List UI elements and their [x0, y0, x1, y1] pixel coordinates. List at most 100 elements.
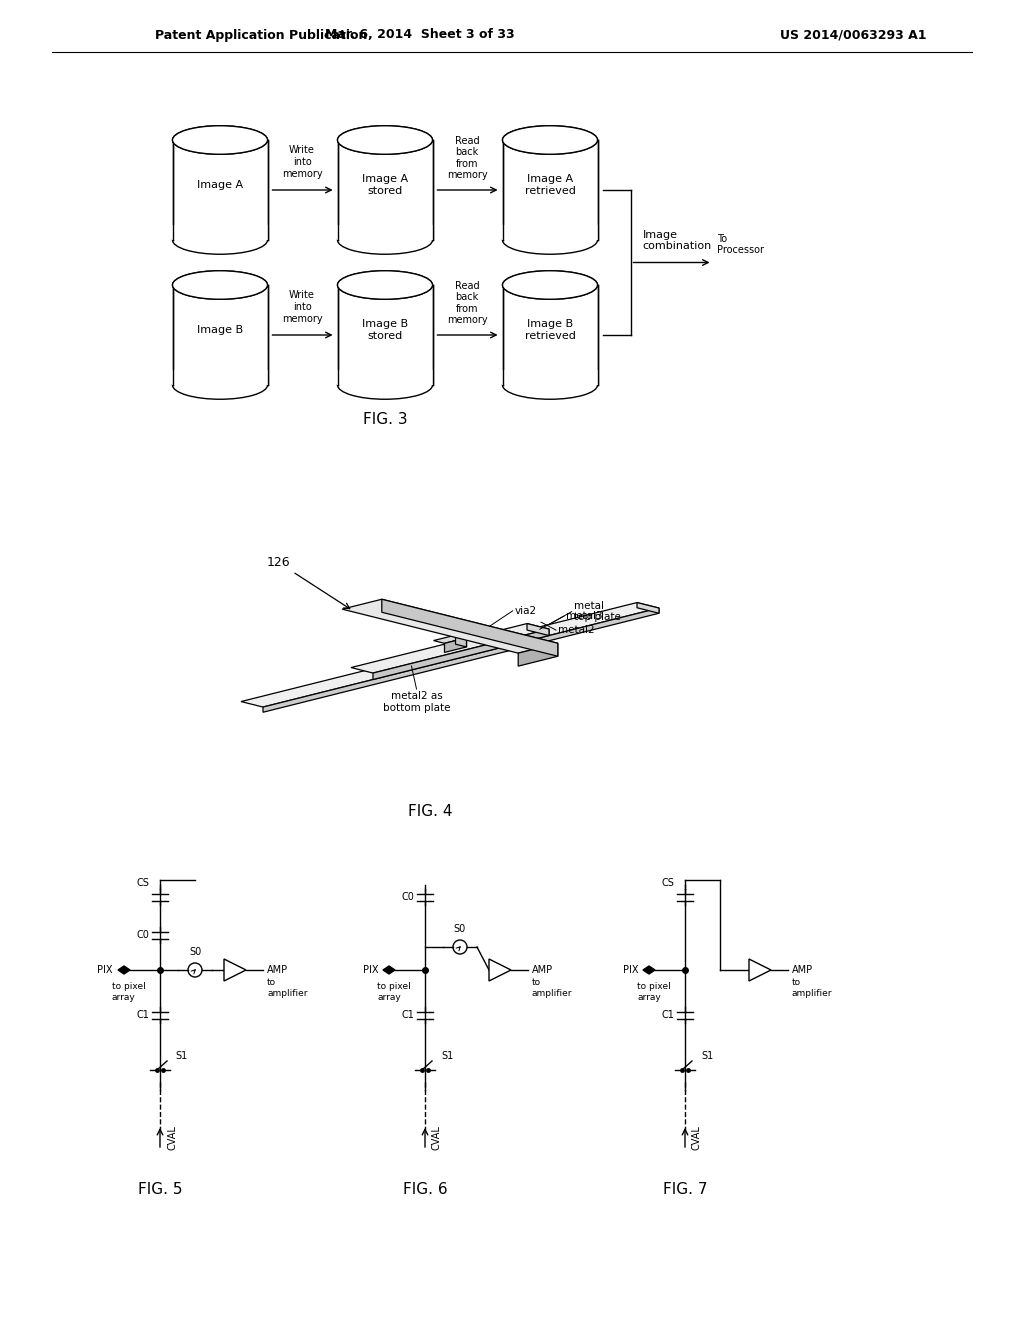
Text: S1: S1	[176, 1051, 188, 1061]
Bar	[503, 140, 597, 240]
Text: metal2 as
bottom plate: metal2 as bottom plate	[383, 692, 451, 713]
Circle shape	[188, 964, 202, 977]
Polygon shape	[263, 609, 659, 713]
Text: Read
back
from
memory: Read back from memory	[446, 281, 487, 326]
Polygon shape	[351, 623, 549, 673]
Polygon shape	[373, 630, 549, 680]
Text: to pixel
array: to pixel array	[377, 982, 411, 1002]
Text: Read
back
from
memory: Read back from memory	[446, 136, 487, 181]
Polygon shape	[749, 960, 771, 981]
Ellipse shape	[172, 271, 267, 300]
Polygon shape	[456, 635, 467, 647]
Text: to
amplifier: to amplifier	[532, 978, 572, 998]
Text: to pixel
array: to pixel array	[637, 982, 671, 1002]
Circle shape	[453, 940, 467, 954]
Polygon shape	[382, 599, 558, 656]
Bar	[338, 140, 432, 240]
Ellipse shape	[503, 271, 597, 300]
Text: FIG. 6: FIG. 6	[402, 1183, 447, 1197]
Polygon shape	[241, 602, 659, 708]
Text: FIG. 4: FIG. 4	[408, 804, 453, 820]
Text: metal
top plate: metal top plate	[573, 601, 621, 623]
Polygon shape	[224, 960, 246, 981]
Bar	[502, 224, 598, 240]
Text: PIX: PIX	[623, 965, 638, 975]
Text: C1: C1	[401, 1010, 415, 1020]
Text: to
amplifier: to amplifier	[267, 978, 307, 998]
Text: Image A
retrieved: Image A retrieved	[524, 174, 575, 195]
Text: 126: 126	[266, 556, 349, 609]
Text: To
Processor: To Processor	[718, 234, 765, 255]
Text: S0: S0	[454, 924, 466, 935]
Text: PIX: PIX	[97, 965, 113, 975]
Polygon shape	[342, 599, 558, 653]
Text: metal2: metal2	[558, 626, 595, 635]
Text: CVAL: CVAL	[432, 1126, 442, 1151]
Ellipse shape	[172, 226, 267, 255]
Text: US 2014/0063293 A1: US 2014/0063293 A1	[780, 29, 927, 41]
Polygon shape	[118, 966, 130, 974]
Text: Image A: Image A	[197, 180, 243, 190]
Bar	[171, 370, 268, 385]
Text: AMP: AMP	[532, 965, 553, 975]
Text: Write
into
memory: Write into memory	[282, 290, 323, 323]
Ellipse shape	[338, 371, 432, 399]
Text: C1: C1	[136, 1010, 150, 1020]
Text: CS: CS	[662, 878, 675, 888]
Text: S0: S0	[188, 946, 201, 957]
Text: S1: S1	[700, 1051, 713, 1061]
Bar	[502, 370, 598, 385]
Bar	[172, 285, 267, 385]
Ellipse shape	[172, 125, 267, 154]
Text: PIX: PIX	[362, 965, 378, 975]
Text: Image B
retrieved: Image B retrieved	[524, 319, 575, 341]
Text: metal3: metal3	[566, 611, 602, 622]
Text: CVAL: CVAL	[692, 1126, 702, 1151]
Ellipse shape	[503, 226, 597, 255]
Text: to
amplifier: to amplifier	[792, 978, 833, 998]
Polygon shape	[637, 602, 659, 614]
Text: AMP: AMP	[792, 965, 813, 975]
Bar	[172, 140, 267, 240]
Ellipse shape	[338, 271, 432, 300]
Ellipse shape	[172, 271, 267, 300]
Text: Mar. 6, 2014  Sheet 3 of 33: Mar. 6, 2014 Sheet 3 of 33	[326, 29, 515, 41]
Ellipse shape	[172, 371, 267, 399]
Text: Image B: Image B	[197, 325, 243, 335]
Text: Write
into
memory: Write into memory	[282, 145, 323, 178]
Text: FIG. 3: FIG. 3	[362, 412, 408, 428]
Text: S1: S1	[441, 1051, 454, 1061]
Text: Image
combination: Image combination	[642, 230, 712, 251]
Text: C1: C1	[662, 1010, 675, 1020]
Bar	[503, 285, 597, 385]
Text: Patent Application Publication: Patent Application Publication	[155, 29, 368, 41]
Ellipse shape	[338, 125, 432, 154]
Ellipse shape	[503, 271, 597, 300]
Ellipse shape	[503, 371, 597, 399]
Bar	[171, 224, 268, 240]
Text: CS: CS	[136, 878, 150, 888]
Ellipse shape	[172, 125, 267, 154]
Text: Image A
stored: Image A stored	[361, 174, 408, 195]
Polygon shape	[643, 966, 655, 974]
Polygon shape	[527, 623, 549, 635]
Text: FIG. 7: FIG. 7	[663, 1183, 708, 1197]
Text: FIG. 5: FIG. 5	[138, 1183, 182, 1197]
Ellipse shape	[503, 125, 597, 154]
Ellipse shape	[338, 125, 432, 154]
Bar	[337, 224, 433, 240]
Polygon shape	[383, 966, 395, 974]
Polygon shape	[433, 635, 467, 643]
Ellipse shape	[338, 271, 432, 300]
Text: CVAL: CVAL	[167, 1126, 177, 1151]
Ellipse shape	[503, 125, 597, 154]
Polygon shape	[444, 638, 467, 652]
Bar	[337, 370, 433, 385]
Bar	[338, 285, 432, 385]
Text: AMP: AMP	[267, 965, 288, 975]
Polygon shape	[518, 643, 558, 667]
Text: to pixel
array: to pixel array	[112, 982, 145, 1002]
Text: via2: via2	[515, 606, 537, 616]
Polygon shape	[489, 960, 511, 981]
Text: Image B
stored: Image B stored	[361, 319, 408, 341]
